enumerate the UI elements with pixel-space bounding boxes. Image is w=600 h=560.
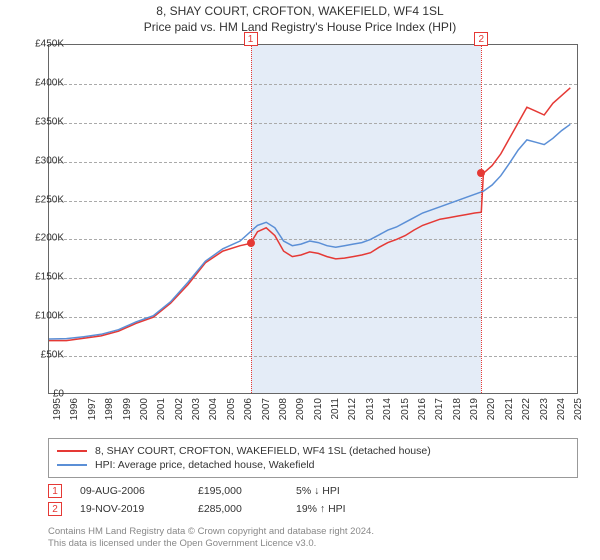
x-tick-label: 2005 — [226, 398, 237, 420]
sale-marker-box: 2 — [48, 502, 62, 516]
x-tick-label: 2011 — [330, 398, 341, 420]
series-line-hpi — [49, 124, 570, 339]
legend-label: 8, SHAY COURT, CROFTON, WAKEFIELD, WF4 1… — [95, 445, 431, 457]
chart-container: 8, SHAY COURT, CROFTON, WAKEFIELD, WF4 1… — [0, 0, 600, 560]
x-tick-label: 1995 — [52, 398, 63, 420]
x-tick-label: 2002 — [174, 398, 185, 420]
legend-row: HPI: Average price, detached house, Wake… — [57, 459, 569, 471]
sale-marker-dot — [247, 239, 255, 247]
sale-marker-line — [481, 45, 482, 393]
sale-row: 1 09-AUG-2006 £195,000 5% ↓ HPI — [48, 484, 578, 498]
x-tick-label: 2013 — [365, 398, 376, 420]
x-tick-label: 2023 — [539, 398, 550, 420]
sale-diff: 19% ↑ HPI — [296, 503, 386, 515]
x-tick-label: 1996 — [69, 398, 80, 420]
x-tick-label: 1999 — [122, 398, 133, 420]
x-tick-label: 2022 — [521, 398, 532, 420]
x-tick-label: 1997 — [87, 398, 98, 420]
sale-marker-line — [251, 45, 252, 393]
title-block: 8, SHAY COURT, CROFTON, WAKEFIELD, WF4 1… — [0, 0, 600, 34]
x-tick-label: 2012 — [347, 398, 358, 420]
footnote: Contains HM Land Registry data © Crown c… — [48, 526, 578, 551]
legend-row: 8, SHAY COURT, CROFTON, WAKEFIELD, WF4 1… — [57, 445, 569, 457]
x-tick-label: 2009 — [295, 398, 306, 420]
x-tick-label: 1998 — [104, 398, 115, 420]
sale-date: 09-AUG-2006 — [80, 485, 180, 497]
sale-date: 19-NOV-2019 — [80, 503, 180, 515]
footnote-line2: This data is licensed under the Open Gov… — [48, 538, 578, 550]
sale-marker-box-inchart: 2 — [474, 32, 488, 46]
x-tick-label: 2006 — [243, 398, 254, 420]
x-tick-label: 2025 — [573, 398, 584, 420]
x-tick-label: 2008 — [278, 398, 289, 420]
x-tick-label: 2004 — [208, 398, 219, 420]
chart-plot-area: 12 — [48, 44, 578, 394]
sale-price: £195,000 — [198, 485, 278, 497]
chart-title-line2: Price paid vs. HM Land Registry's House … — [0, 20, 600, 34]
x-tick-label: 2016 — [417, 398, 428, 420]
sale-row: 2 19-NOV-2019 £285,000 19% ↑ HPI — [48, 502, 578, 516]
chart-lines-svg — [49, 45, 579, 395]
x-tick-label: 2015 — [400, 398, 411, 420]
x-tick-label: 2018 — [452, 398, 463, 420]
sale-price: £285,000 — [198, 503, 278, 515]
legend-swatch — [57, 450, 87, 452]
x-tick-label: 2020 — [486, 398, 497, 420]
footnote-line1: Contains HM Land Registry data © Crown c… — [48, 526, 578, 538]
sale-marker-dot — [477, 169, 485, 177]
legend-label: HPI: Average price, detached house, Wake… — [95, 459, 314, 471]
x-tick-label: 2021 — [504, 398, 515, 420]
x-tick-label: 2000 — [139, 398, 150, 420]
x-tick-label: 2024 — [556, 398, 567, 420]
x-tick-label: 2017 — [434, 398, 445, 420]
x-tick-label: 2010 — [313, 398, 324, 420]
legend-swatch — [57, 464, 87, 466]
x-tick-label: 2014 — [382, 398, 393, 420]
sale-diff: 5% ↓ HPI — [296, 485, 386, 497]
x-tick-label: 2007 — [261, 398, 272, 420]
sales-block: 1 09-AUG-2006 £195,000 5% ↓ HPI 2 19-NOV… — [48, 480, 578, 520]
x-tick-label: 2019 — [469, 398, 480, 420]
series-line-price_paid — [49, 88, 570, 341]
sale-marker-box: 1 — [48, 484, 62, 498]
legend-box: 8, SHAY COURT, CROFTON, WAKEFIELD, WF4 1… — [48, 438, 578, 478]
x-tick-label: 2001 — [156, 398, 167, 420]
sale-marker-box-inchart: 1 — [244, 32, 258, 46]
chart-title-line1: 8, SHAY COURT, CROFTON, WAKEFIELD, WF4 1… — [0, 4, 600, 18]
x-tick-label: 2003 — [191, 398, 202, 420]
